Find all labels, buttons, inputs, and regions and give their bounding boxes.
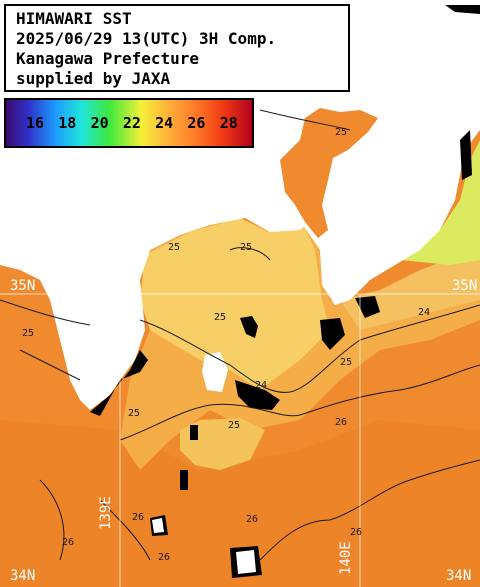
contour-label: 25 xyxy=(214,312,226,323)
contour-lines xyxy=(0,109,480,561)
contour-label: 26 xyxy=(158,552,170,563)
legend-label: 16 xyxy=(26,114,45,132)
contour-labels: 25 25 25 25 25 24 24 25 25 25 26 26 26 2… xyxy=(22,127,430,563)
contour-label: 25 xyxy=(240,242,252,253)
title-region: Kanagawa Prefecture xyxy=(16,49,200,68)
island-oshima xyxy=(202,352,228,392)
contour-label: 26 xyxy=(246,514,258,525)
lat-label-34n-east: 34N xyxy=(446,568,472,584)
cloud-patch xyxy=(355,296,380,318)
legend-label: 24 xyxy=(155,114,174,132)
cloud-patch xyxy=(445,5,480,14)
contour-label: 24 xyxy=(418,307,430,318)
graticule xyxy=(0,293,480,587)
lat-label-34n-west: 34N xyxy=(10,568,36,584)
contour-label: 25 xyxy=(168,242,180,253)
contour-label: 26 xyxy=(62,537,74,548)
island xyxy=(236,550,256,574)
legend-label: 28 xyxy=(219,114,238,132)
legend-label: 26 xyxy=(187,114,206,132)
cloud-patch xyxy=(90,350,148,416)
legend-label: 18 xyxy=(58,114,77,132)
title-product: HIMAWARI SST xyxy=(16,9,132,28)
cloud-patch xyxy=(190,425,198,440)
contour-label: 25 xyxy=(128,408,140,419)
sea-boso-bay xyxy=(280,108,378,238)
sea-green-zone xyxy=(400,140,480,265)
sea-cool-zone xyxy=(140,215,330,390)
contour-label: 26 xyxy=(350,527,362,538)
temperature-legend: 16 18 20 22 24 26 28 xyxy=(4,98,254,148)
map-title-box: HIMAWARI SST 2025/06/29 13(UTC) 3H Comp.… xyxy=(4,4,350,92)
lat-label-35n-west: 35N xyxy=(10,278,36,294)
lat-label-35n-east: 35N xyxy=(452,278,478,294)
title-datetime: 2025/06/29 13(UTC) 3H Comp. xyxy=(16,29,277,48)
contour-label: 25 xyxy=(335,127,347,138)
cloud-patch xyxy=(320,318,345,350)
legend-label: 20 xyxy=(90,114,109,132)
cloud-patch xyxy=(235,380,280,410)
cloud-patch xyxy=(180,470,188,490)
contour-label: 24 xyxy=(255,380,267,391)
cloud-patch xyxy=(460,130,472,180)
lon-label-139e: 139E xyxy=(98,496,114,530)
lon-label-140e: 140E xyxy=(338,541,354,575)
legend-label: 22 xyxy=(122,114,141,132)
cloud-patch xyxy=(240,316,258,338)
title-credit: supplied by JAXA xyxy=(16,69,171,88)
contour-label: 26 xyxy=(132,512,144,523)
contour-label: 26 xyxy=(335,417,347,428)
sea-cool-zone-3 xyxy=(180,418,265,470)
contour-label: 25 xyxy=(228,420,240,431)
contour-label: 25 xyxy=(340,357,352,368)
contour-label: 25 xyxy=(22,328,34,339)
island xyxy=(152,518,164,533)
